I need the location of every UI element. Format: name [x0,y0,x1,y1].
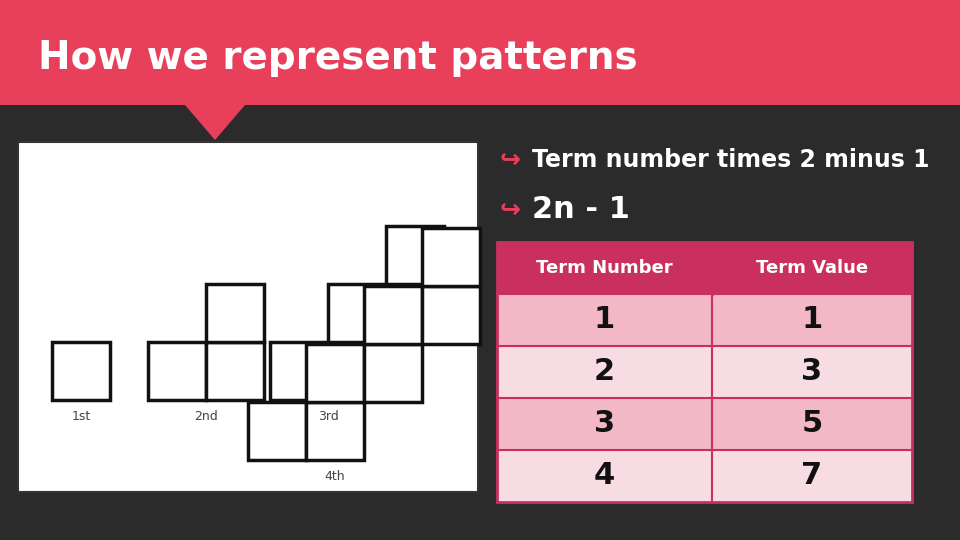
Text: 4: 4 [594,462,615,490]
Bar [497,242,912,502]
Text: Term number times 2 minus 1: Term number times 2 minus 1 [532,148,929,172]
Text: 2n - 1: 2n - 1 [532,195,630,225]
Bar [497,242,712,294]
Text: Term Value: Term Value [756,259,868,277]
Text: ↪: ↪ [500,198,521,222]
Bar [386,284,444,342]
Text: 1: 1 [594,306,615,334]
Text: 2: 2 [594,357,615,387]
Text: 3: 3 [802,357,823,387]
Bar [712,294,912,346]
Bar [422,228,480,286]
Bar [497,346,712,398]
Bar [712,450,912,502]
Text: ↪: ↪ [500,148,521,172]
Text: 3rd: 3rd [318,410,338,423]
Bar [712,242,912,294]
Text: 2nd: 2nd [194,410,218,423]
Bar [497,450,712,502]
Text: 1: 1 [802,306,823,334]
Bar [712,398,912,450]
Bar [306,402,364,460]
Text: 7: 7 [802,462,823,490]
Bar [328,284,386,342]
Bar [386,226,444,284]
Text: 5: 5 [802,409,823,438]
Bar [364,344,422,402]
Bar [306,344,364,402]
Polygon shape [185,105,245,140]
Bar [270,342,328,400]
Bar [52,342,110,400]
Bar [497,398,712,450]
Bar [712,346,912,398]
Bar [364,286,422,344]
Bar [0,0,960,105]
Text: How we represent patterns: How we represent patterns [38,39,637,77]
Text: Term Number: Term Number [537,259,673,277]
Text: 3: 3 [594,409,615,438]
Bar [248,402,306,460]
Bar [148,342,206,400]
Bar [328,342,386,400]
Bar [18,142,478,492]
Text: 1st: 1st [71,410,90,423]
Bar [206,342,264,400]
Bar [206,284,264,342]
Bar [497,294,712,346]
Bar [422,286,480,344]
Text: 4th: 4th [324,470,346,483]
